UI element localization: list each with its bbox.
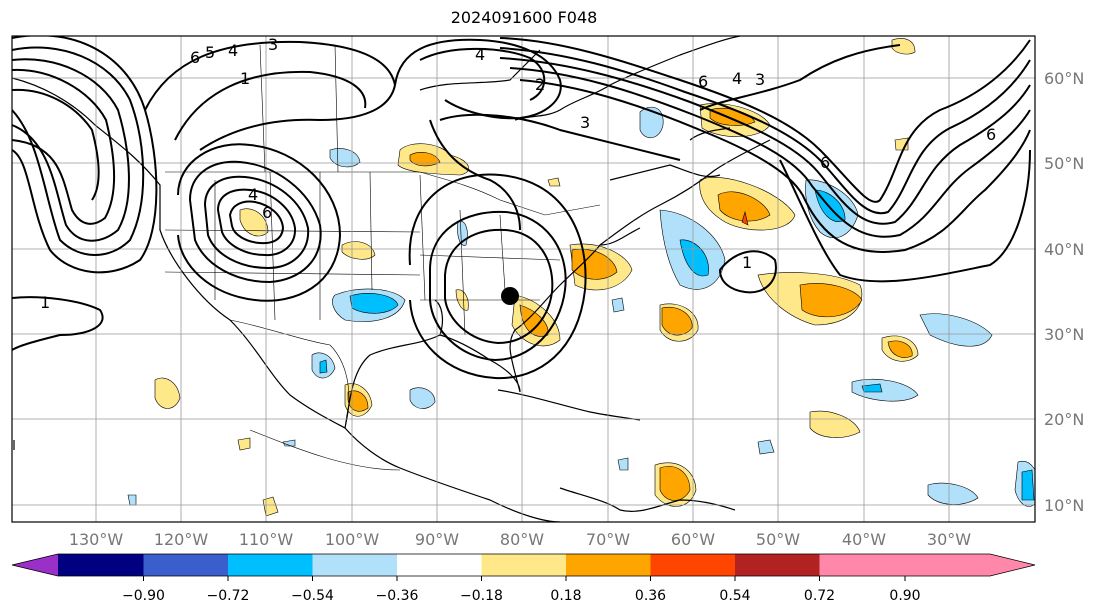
colorbar-segment: [735, 554, 820, 576]
colorbar-segment: [650, 554, 735, 576]
coastlines: [12, 36, 771, 522]
lat-label: 50°N: [1044, 154, 1084, 173]
map-area: [12, 36, 1035, 522]
colorbar-segment: [58, 554, 144, 576]
colorbar-segment: [312, 554, 397, 576]
colorbar-segment: [228, 554, 313, 576]
contour-label: 1: [40, 293, 50, 312]
colorbar: −0.90 −0.72 −0.54 −0.36 −0.18 0.18 0.36 …: [11, 553, 1036, 604]
lat-label: 60°N: [1044, 69, 1084, 88]
lon-label: 130°W: [69, 530, 124, 549]
colorbar-tick-label: −0.90: [122, 588, 165, 604]
contour-label: 3: [755, 70, 765, 89]
colorbar-tick-label: −0.36: [376, 588, 419, 604]
lon-label: 100°W: [325, 530, 380, 549]
contour-label: 3: [268, 35, 278, 54]
lon-label: 50°W: [756, 530, 800, 549]
colorbar-tick-label: −0.54: [291, 588, 334, 604]
colorbar-segment: [819, 554, 905, 576]
colorbar-tick-label: 0.54: [719, 588, 750, 604]
colorbar-tick-label: 0.18: [550, 588, 581, 604]
lon-label: 120°W: [154, 530, 209, 549]
colorbar-tick-label: 0.72: [804, 588, 835, 604]
colorbar-tick-label: 0.90: [889, 588, 920, 604]
lat-label: 40°N: [1044, 240, 1084, 259]
lon-label: 30°W: [927, 530, 971, 549]
contour-label: 6: [190, 48, 200, 67]
colorbar-segment: [566, 554, 651, 576]
latitude-labels: 60°N 50°N 40°N 30°N 20°N 10°N: [1044, 69, 1084, 515]
contour-lines: [12, 36, 1031, 380]
colorbar-tick-label: 0.36: [635, 588, 666, 604]
lon-label: 40°W: [842, 530, 886, 549]
lon-label: 60°W: [671, 530, 715, 549]
contour-label: 1: [742, 253, 752, 272]
colorbar-tick-label: −0.18: [460, 588, 503, 604]
colorbar-segment: [143, 554, 228, 576]
contour-label: 1: [240, 69, 250, 88]
lon-label: 110°W: [239, 530, 294, 549]
lat-label: 10°N: [1044, 496, 1084, 515]
colorbar-tick-label: −0.72: [207, 588, 250, 604]
graticule: [12, 36, 1035, 522]
map-border: [11, 35, 1036, 523]
contour-label: 4: [248, 185, 258, 204]
lon-label: 70°W: [586, 530, 630, 549]
storm-center-dot: [501, 287, 519, 305]
map-title: 2024091600 F048: [450, 8, 598, 27]
contour-label: 4: [475, 45, 485, 64]
colorbar-segment: [397, 554, 482, 576]
contour-label: 4: [228, 41, 238, 60]
colorbar-extend-max: [905, 554, 1035, 576]
colorbar-extend-min: [12, 554, 58, 576]
longitude-labels: 130°W 120°W 110°W 100°W 90°W 80°W 70°W 6…: [69, 530, 971, 549]
contour-label: 2: [535, 75, 545, 94]
contour-label: 5: [205, 43, 215, 62]
contour-label: 3: [580, 113, 590, 132]
lat-label: 30°N: [1044, 325, 1084, 344]
colorbar-ticks: [143, 576, 906, 581]
colorbar-segment: [481, 554, 566, 576]
contour-label: 6: [698, 72, 708, 91]
lon-label: 80°W: [500, 530, 544, 549]
lat-label: 20°N: [1044, 410, 1084, 429]
contour-label: 6: [820, 153, 830, 172]
contour-label: 6: [986, 125, 996, 144]
contour-label: 4: [732, 69, 742, 88]
contour-labels: 6 5 4 3 1 4 6 4 3 6 6 4 3 6 1 1 2: [40, 35, 996, 312]
contour-label: 6: [262, 203, 272, 222]
lon-label: 90°W: [415, 530, 459, 549]
